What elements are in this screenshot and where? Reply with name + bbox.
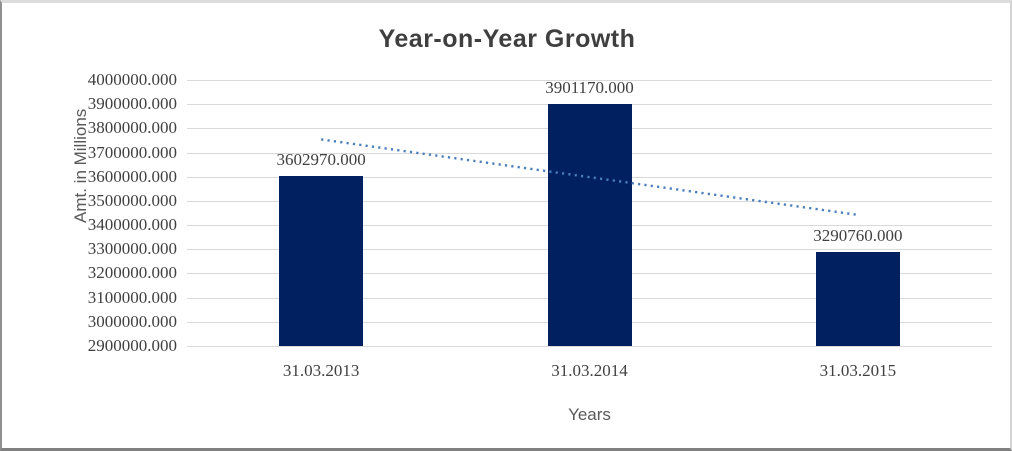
bar-data-label: 3901170.000 bbox=[545, 77, 634, 97]
x-axis-title: Years bbox=[568, 405, 611, 424]
y-tick-label: 4000000.000 bbox=[87, 70, 177, 89]
x-category-label: 31.03.2013 bbox=[282, 361, 360, 380]
bar bbox=[815, 251, 900, 346]
y-tick-label: 3700000.000 bbox=[87, 142, 177, 162]
y-axis-tick-labels: 4000000.000 3900000.000 3800000.000 3700000… bbox=[57, 3, 177, 448]
y-tick-label: 3500000.000 bbox=[87, 190, 177, 210]
y-tick-label: 3900000.000 bbox=[87, 94, 177, 114]
bar-data-label: 3602970.000 bbox=[276, 150, 366, 169]
bar-data-label: 3290760.000 bbox=[813, 225, 903, 245]
y-tick-label: 2900000.000 bbox=[87, 336, 177, 355]
x-category-label: 31.03.2014 bbox=[551, 361, 628, 380]
y-tick-label: 3400000.000 bbox=[87, 215, 177, 235]
y-tick-label: 3100000.000 bbox=[87, 287, 177, 307]
y-tick-label: 3300000.000 bbox=[87, 239, 177, 259]
chart-title: Year-on-Year Growth bbox=[378, 25, 636, 53]
gridline bbox=[187, 80, 992, 81]
y-tick-label: 3800000.000 bbox=[87, 118, 177, 138]
bar bbox=[547, 103, 632, 346]
y-tick-label: 3200000.000 bbox=[87, 263, 177, 283]
x-category-label: 31.03.2015 bbox=[819, 361, 897, 380]
y-tick-label: 3000000.000 bbox=[87, 311, 177, 331]
y-tick-label: 3600000.000 bbox=[87, 166, 177, 186]
bar bbox=[279, 176, 364, 346]
gridline bbox=[187, 346, 992, 347]
